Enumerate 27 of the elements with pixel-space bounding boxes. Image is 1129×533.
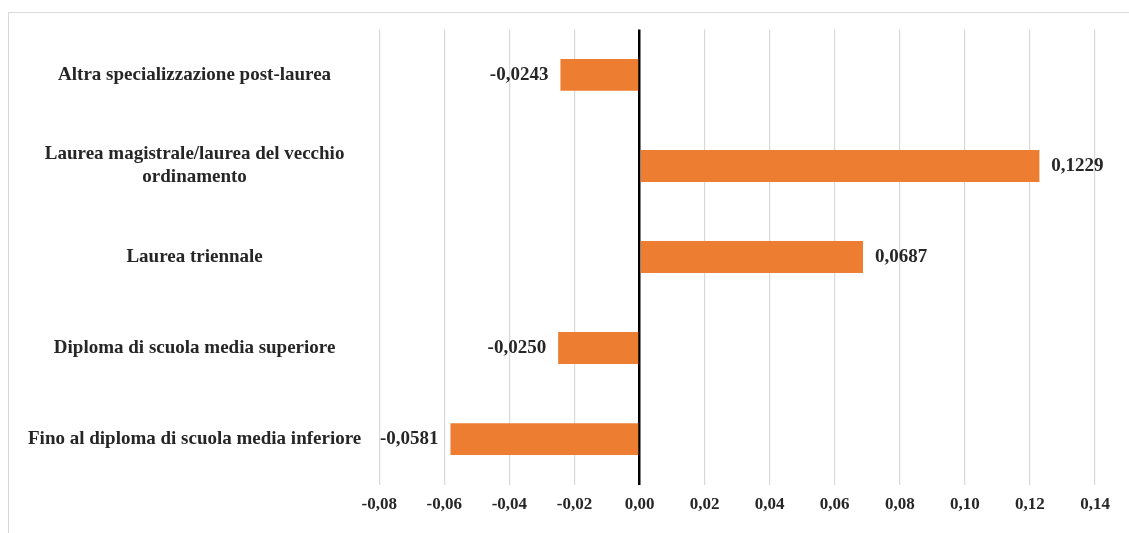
bar xyxy=(640,150,1040,182)
y-tick-label: Diploma di scuola media superiore xyxy=(53,335,336,357)
y-tick-label: Altra specializzazione post-laurea xyxy=(58,62,332,84)
bar xyxy=(558,332,639,364)
x-tick-label: 0,14 xyxy=(1080,494,1111,514)
bar xyxy=(560,58,639,91)
x-tick-label: -0,08 xyxy=(361,494,397,514)
x-tick-label: -0,02 xyxy=(556,494,593,514)
x-tick-label: -0,04 xyxy=(491,494,528,514)
data-label: 0,1229 xyxy=(1051,153,1104,175)
y-tick-label: Fino al diploma di scuola media inferiore xyxy=(28,426,362,448)
x-tick-label: 0,02 xyxy=(689,494,720,514)
data-label: 0,0687 xyxy=(875,244,928,266)
bar xyxy=(450,423,639,456)
x-tick-label: 0,08 xyxy=(884,494,915,514)
data-label: -0,0243 xyxy=(489,62,549,84)
data-label: -0,0581 xyxy=(379,426,439,448)
y-tick-label: Laurea triennale xyxy=(126,244,263,266)
x-tick-label: 0,12 xyxy=(1015,494,1045,514)
x-tick-label: 0,04 xyxy=(754,494,786,514)
x-tick-label: -0,06 xyxy=(426,494,462,514)
data-label: -0,0250 xyxy=(487,335,547,357)
x-tick-label: 0,06 xyxy=(819,494,850,514)
x-tick-label: 0,00 xyxy=(624,494,655,514)
y-tick-label: Laurea magistrale/laurea del vecchio ordinamento xyxy=(44,142,345,187)
bar xyxy=(640,241,864,273)
x-tick-label: 0,10 xyxy=(949,494,980,514)
